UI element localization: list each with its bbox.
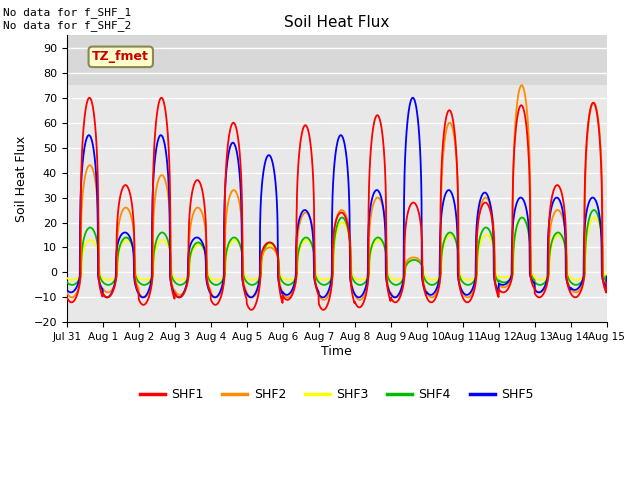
SHF4 [590, 207, 598, 213]
SHF1 [63, 294, 70, 300]
SHF2 [320, 297, 328, 303]
SHF2 [493, 287, 501, 293]
SHF3 [68, 277, 76, 283]
SHF5 [63, 287, 70, 293]
SHF4 [352, 280, 360, 286]
SHF3 [214, 277, 221, 283]
Line: SHF5: SHF5 [67, 98, 607, 298]
SHF2 [214, 294, 221, 300]
SHF5 [409, 95, 417, 101]
Title: Soil Heat Flux: Soil Heat Flux [284, 15, 389, 30]
SHF1 [603, 280, 611, 286]
SHF2 [570, 289, 578, 295]
Legend: SHF1, SHF2, SHF3, SHF4, SHF5: SHF1, SHF2, SHF3, SHF4, SHF5 [135, 383, 538, 406]
SHF3 [570, 277, 578, 283]
SHF1 [353, 302, 360, 308]
SHF5 [603, 274, 611, 280]
SHF1 [86, 95, 93, 101]
Line: SHF1: SHF1 [67, 98, 607, 310]
SHF3 [364, 273, 372, 279]
SHF4 [63, 279, 70, 285]
SHF5 [556, 197, 563, 203]
SHF5 [494, 288, 502, 293]
SHF2 [518, 83, 525, 88]
SHF1 [319, 307, 327, 313]
SHF4 [364, 276, 372, 281]
Text: TZ_fmet: TZ_fmet [92, 50, 149, 63]
Line: SHF4: SHF4 [67, 210, 607, 285]
SHF1 [556, 184, 563, 190]
SHF5 [364, 236, 372, 241]
SHF3 [591, 215, 598, 220]
Text: No data for f_SHF_1: No data for f_SHF_1 [3, 7, 131, 18]
Line: SHF2: SHF2 [67, 85, 607, 300]
SHF2 [63, 289, 70, 295]
SHF1 [494, 292, 502, 298]
SHF5 [352, 293, 360, 299]
SHF4 [556, 230, 563, 236]
SHF2 [364, 279, 372, 285]
SHF5 [214, 293, 221, 299]
SHF4 [603, 274, 611, 279]
SHF2 [603, 276, 611, 281]
SHF2 [353, 295, 360, 300]
SHF5 [570, 287, 578, 293]
SHF2 [556, 208, 563, 214]
SHF3 [556, 232, 563, 238]
Bar [67, 36, 607, 85]
SHF3 [353, 276, 360, 282]
X-axis label: Time: Time [321, 345, 352, 358]
SHF1 [214, 301, 221, 307]
SHF4 [493, 278, 501, 284]
SHF4 [570, 282, 578, 288]
Line: SHF3: SHF3 [67, 217, 607, 280]
SHF3 [63, 275, 70, 281]
SHF3 [493, 274, 501, 280]
SHF4 [392, 282, 400, 288]
SHF4 [214, 282, 221, 288]
SHF1 [364, 273, 372, 278]
SHF3 [603, 271, 611, 277]
Text: No data for f_SHF_2: No data for f_SHF_2 [3, 20, 131, 31]
SHF1 [570, 294, 578, 300]
SHF5 [355, 295, 363, 300]
Y-axis label: Soil Heat Flux: Soil Heat Flux [15, 136, 28, 222]
